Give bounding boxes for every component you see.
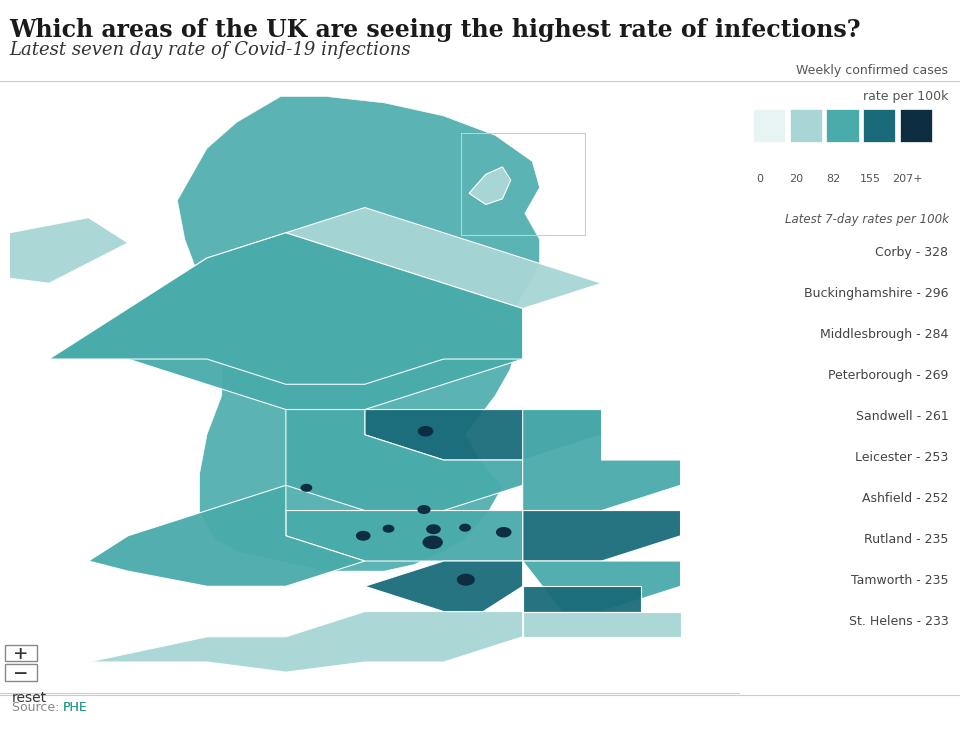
Text: Corby - 328: Corby - 328 — [876, 246, 948, 259]
Polygon shape — [286, 409, 522, 511]
Circle shape — [427, 525, 440, 534]
Text: PHE: PHE — [62, 701, 87, 714]
Text: PHE: PHE — [62, 701, 87, 714]
Text: 0: 0 — [756, 174, 763, 185]
Text: Leicester - 253: Leicester - 253 — [855, 451, 948, 464]
Circle shape — [460, 525, 470, 531]
Polygon shape — [522, 409, 681, 511]
Polygon shape — [469, 167, 511, 205]
Circle shape — [423, 537, 443, 548]
Polygon shape — [286, 208, 602, 309]
Text: Weekly confirmed cases: Weekly confirmed cases — [797, 64, 948, 77]
Polygon shape — [49, 233, 522, 384]
FancyBboxPatch shape — [900, 109, 932, 142]
Text: 20: 20 — [789, 174, 804, 185]
FancyBboxPatch shape — [753, 109, 785, 142]
Polygon shape — [178, 96, 540, 571]
Polygon shape — [88, 612, 522, 672]
Text: Buckinghamshire - 296: Buckinghamshire - 296 — [804, 287, 948, 300]
Text: 207+: 207+ — [892, 174, 923, 185]
Text: 155: 155 — [859, 174, 880, 185]
FancyBboxPatch shape — [827, 109, 858, 142]
Text: Ashfield - 252: Ashfield - 252 — [862, 491, 948, 505]
Circle shape — [496, 528, 511, 537]
Polygon shape — [365, 561, 522, 612]
Polygon shape — [49, 233, 522, 409]
Polygon shape — [0, 218, 128, 283]
Text: Latest 7-day rates per 100k: Latest 7-day rates per 100k — [784, 214, 948, 226]
Text: 82: 82 — [827, 174, 840, 185]
Text: Tamworth - 235: Tamworth - 235 — [851, 573, 948, 587]
Polygon shape — [522, 561, 681, 612]
Text: St. Helens - 233: St. Helens - 233 — [849, 615, 948, 627]
Circle shape — [458, 574, 474, 585]
Text: Which areas of the UK are seeing the highest rate of infections?: Which areas of the UK are seeing the hig… — [10, 18, 861, 42]
Text: Source:: Source: — [12, 701, 63, 714]
Polygon shape — [365, 409, 602, 460]
Text: rate per 100k: rate per 100k — [863, 90, 948, 103]
Text: Sandwell - 261: Sandwell - 261 — [855, 410, 948, 423]
Polygon shape — [88, 486, 365, 586]
Text: reset: reset — [12, 691, 47, 705]
Text: −: − — [14, 664, 28, 684]
Text: Latest seven day rate of Covid-19 infections: Latest seven day rate of Covid-19 infect… — [10, 41, 411, 58]
Circle shape — [301, 485, 312, 491]
Circle shape — [418, 505, 430, 514]
Polygon shape — [286, 511, 522, 561]
Bar — [461, 133, 586, 236]
Circle shape — [356, 531, 370, 540]
FancyBboxPatch shape — [789, 109, 822, 142]
Polygon shape — [522, 511, 681, 561]
Text: Rutland - 235: Rutland - 235 — [864, 533, 948, 545]
Text: Middlesbrough - 284: Middlesbrough - 284 — [820, 328, 948, 341]
FancyBboxPatch shape — [863, 109, 896, 142]
Polygon shape — [522, 612, 681, 637]
Circle shape — [419, 426, 433, 436]
Text: +: + — [14, 644, 28, 664]
Text: Peterborough - 269: Peterborough - 269 — [828, 369, 948, 382]
Circle shape — [383, 525, 394, 532]
Polygon shape — [522, 586, 641, 612]
